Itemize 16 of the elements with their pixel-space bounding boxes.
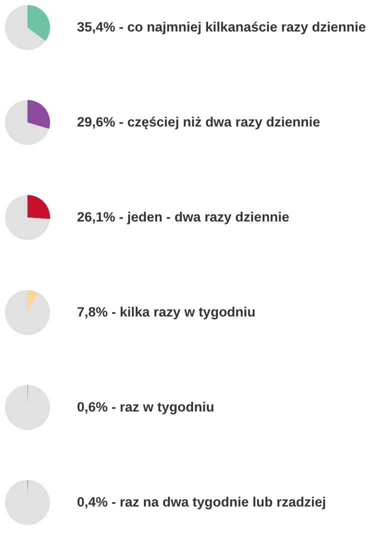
text: 0,6% - raz w tygodniu — [77, 400, 214, 414]
text: 35,4% - co najmniej kilkanaście razy dziennie — [77, 20, 366, 34]
pie-slice — [28, 100, 50, 129]
pie-slice — [5, 480, 50, 525]
pie-slice — [5, 100, 50, 145]
pie-slice — [5, 290, 50, 335]
text: 0,4% - raz na dwa tygodnie lub rzadziej — [77, 494, 326, 510]
pie-slice — [5, 385, 50, 430]
pie-slice — [28, 195, 50, 220]
pie-slice — [28, 290, 38, 312]
pie-slice — [28, 5, 50, 42]
text: 26,1% - jeden - dwa razy dziennie — [77, 210, 290, 224]
pie-slice — [5, 5, 46, 50]
pie-slice — [5, 195, 50, 240]
text: 29,6% - częściej niż dwa razy dziennie — [77, 114, 321, 130]
text: 7,8% - kilka razy w tygodniu — [77, 304, 256, 320]
